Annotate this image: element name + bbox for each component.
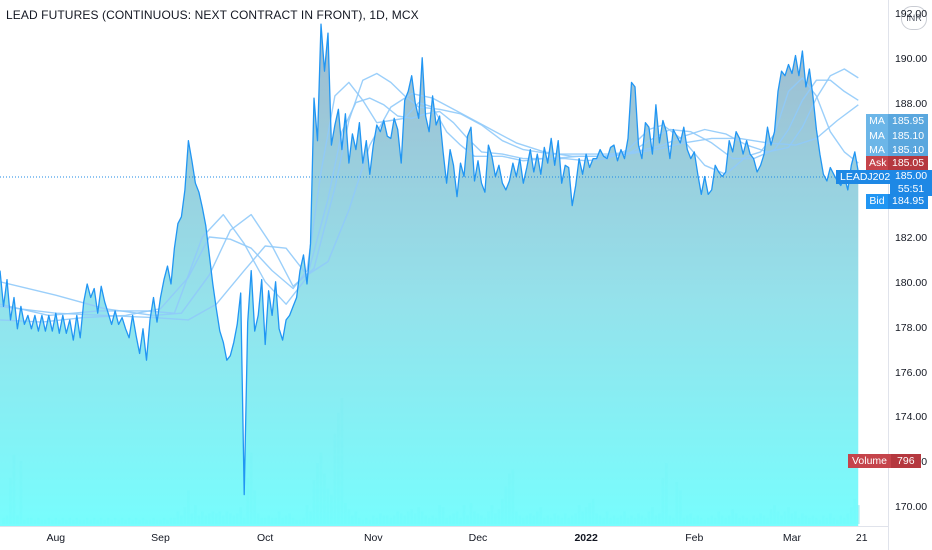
y-tick-label: 170.00 bbox=[894, 501, 928, 514]
y-tick-label: 178.00 bbox=[894, 321, 928, 334]
ma-line-2 bbox=[0, 79, 859, 317]
y-tick-label: 192.00 bbox=[894, 8, 928, 21]
volume-tag: Volume 796 bbox=[848, 454, 921, 468]
moving-average-lines bbox=[0, 68, 859, 323]
x-tick-label: Feb bbox=[685, 532, 704, 544]
y-tick-label: 188.00 bbox=[894, 97, 928, 110]
x-tick-label: Mar bbox=[782, 532, 801, 544]
ma-line-4 bbox=[0, 92, 859, 321]
price-line bbox=[0, 23, 859, 496]
ma-line-1 bbox=[0, 77, 859, 323]
chart-title: LEAD FUTURES (CONTINUOUS: NEXT CONTRACT … bbox=[6, 8, 419, 22]
symbol-tag: LEADJ2022 bbox=[836, 170, 901, 184]
bid-tag: Bid 184.95 bbox=[866, 194, 929, 209]
ask-tag: Ask 185.05 bbox=[866, 156, 929, 171]
y-tick-label: 174.00 bbox=[894, 411, 928, 424]
x-tick-label: Dec bbox=[468, 532, 488, 544]
price-area-fill bbox=[0, 24, 859, 526]
ma-tag-3: MA 185.10 bbox=[866, 143, 929, 158]
x-tick-label: Aug bbox=[46, 532, 66, 544]
ma-tag-2: MA 185.10 bbox=[866, 129, 929, 144]
price-area bbox=[0, 24, 859, 526]
y-tick-label: 182.00 bbox=[894, 232, 928, 245]
price-series-line bbox=[0, 23, 859, 496]
x-tick-label: Sep bbox=[151, 532, 170, 544]
currency-badge[interactable]: INR bbox=[901, 6, 927, 30]
x-tick-label: Oct bbox=[256, 532, 274, 544]
x-tick-label: 21 bbox=[855, 532, 868, 544]
y-tick-label: 190.00 bbox=[894, 53, 928, 65]
y-tick-label: 176.00 bbox=[894, 366, 928, 379]
x-tick-label: Nov bbox=[363, 532, 383, 544]
x-tick-label: 2022 bbox=[574, 532, 598, 544]
y-tick-label: 180.00 bbox=[894, 277, 928, 290]
ma-tag-1: MA 185.95 bbox=[866, 114, 929, 129]
last-price-tag: 185.00 55:51 bbox=[890, 170, 932, 196]
